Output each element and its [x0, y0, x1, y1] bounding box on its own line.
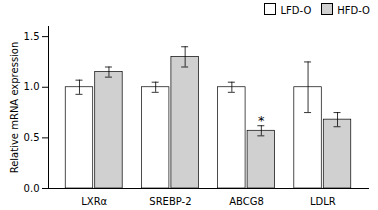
html-text:HFD-O: HFD-O — [337, 4, 370, 16]
svg-text:Relative mRNA expression: Relative mRNA expression — [9, 42, 20, 174]
svg-text:*: * — [258, 113, 265, 128]
svg-text:LDLR: LDLR — [310, 196, 336, 207]
svg-text:LXRα: LXRα — [81, 196, 107, 207]
svg-text:0.5: 0.5 — [24, 132, 40, 143]
html-text:LFD-O: LFD-O — [280, 4, 312, 16]
svg-text:1.0: 1.0 — [24, 81, 40, 92]
svg-text:0.0: 0.0 — [24, 183, 40, 194]
svg-text:SREBP-2: SREBP-2 — [149, 196, 191, 207]
svg-text:1.5: 1.5 — [24, 31, 40, 42]
svg-text:ABCG8: ABCG8 — [229, 196, 264, 207]
